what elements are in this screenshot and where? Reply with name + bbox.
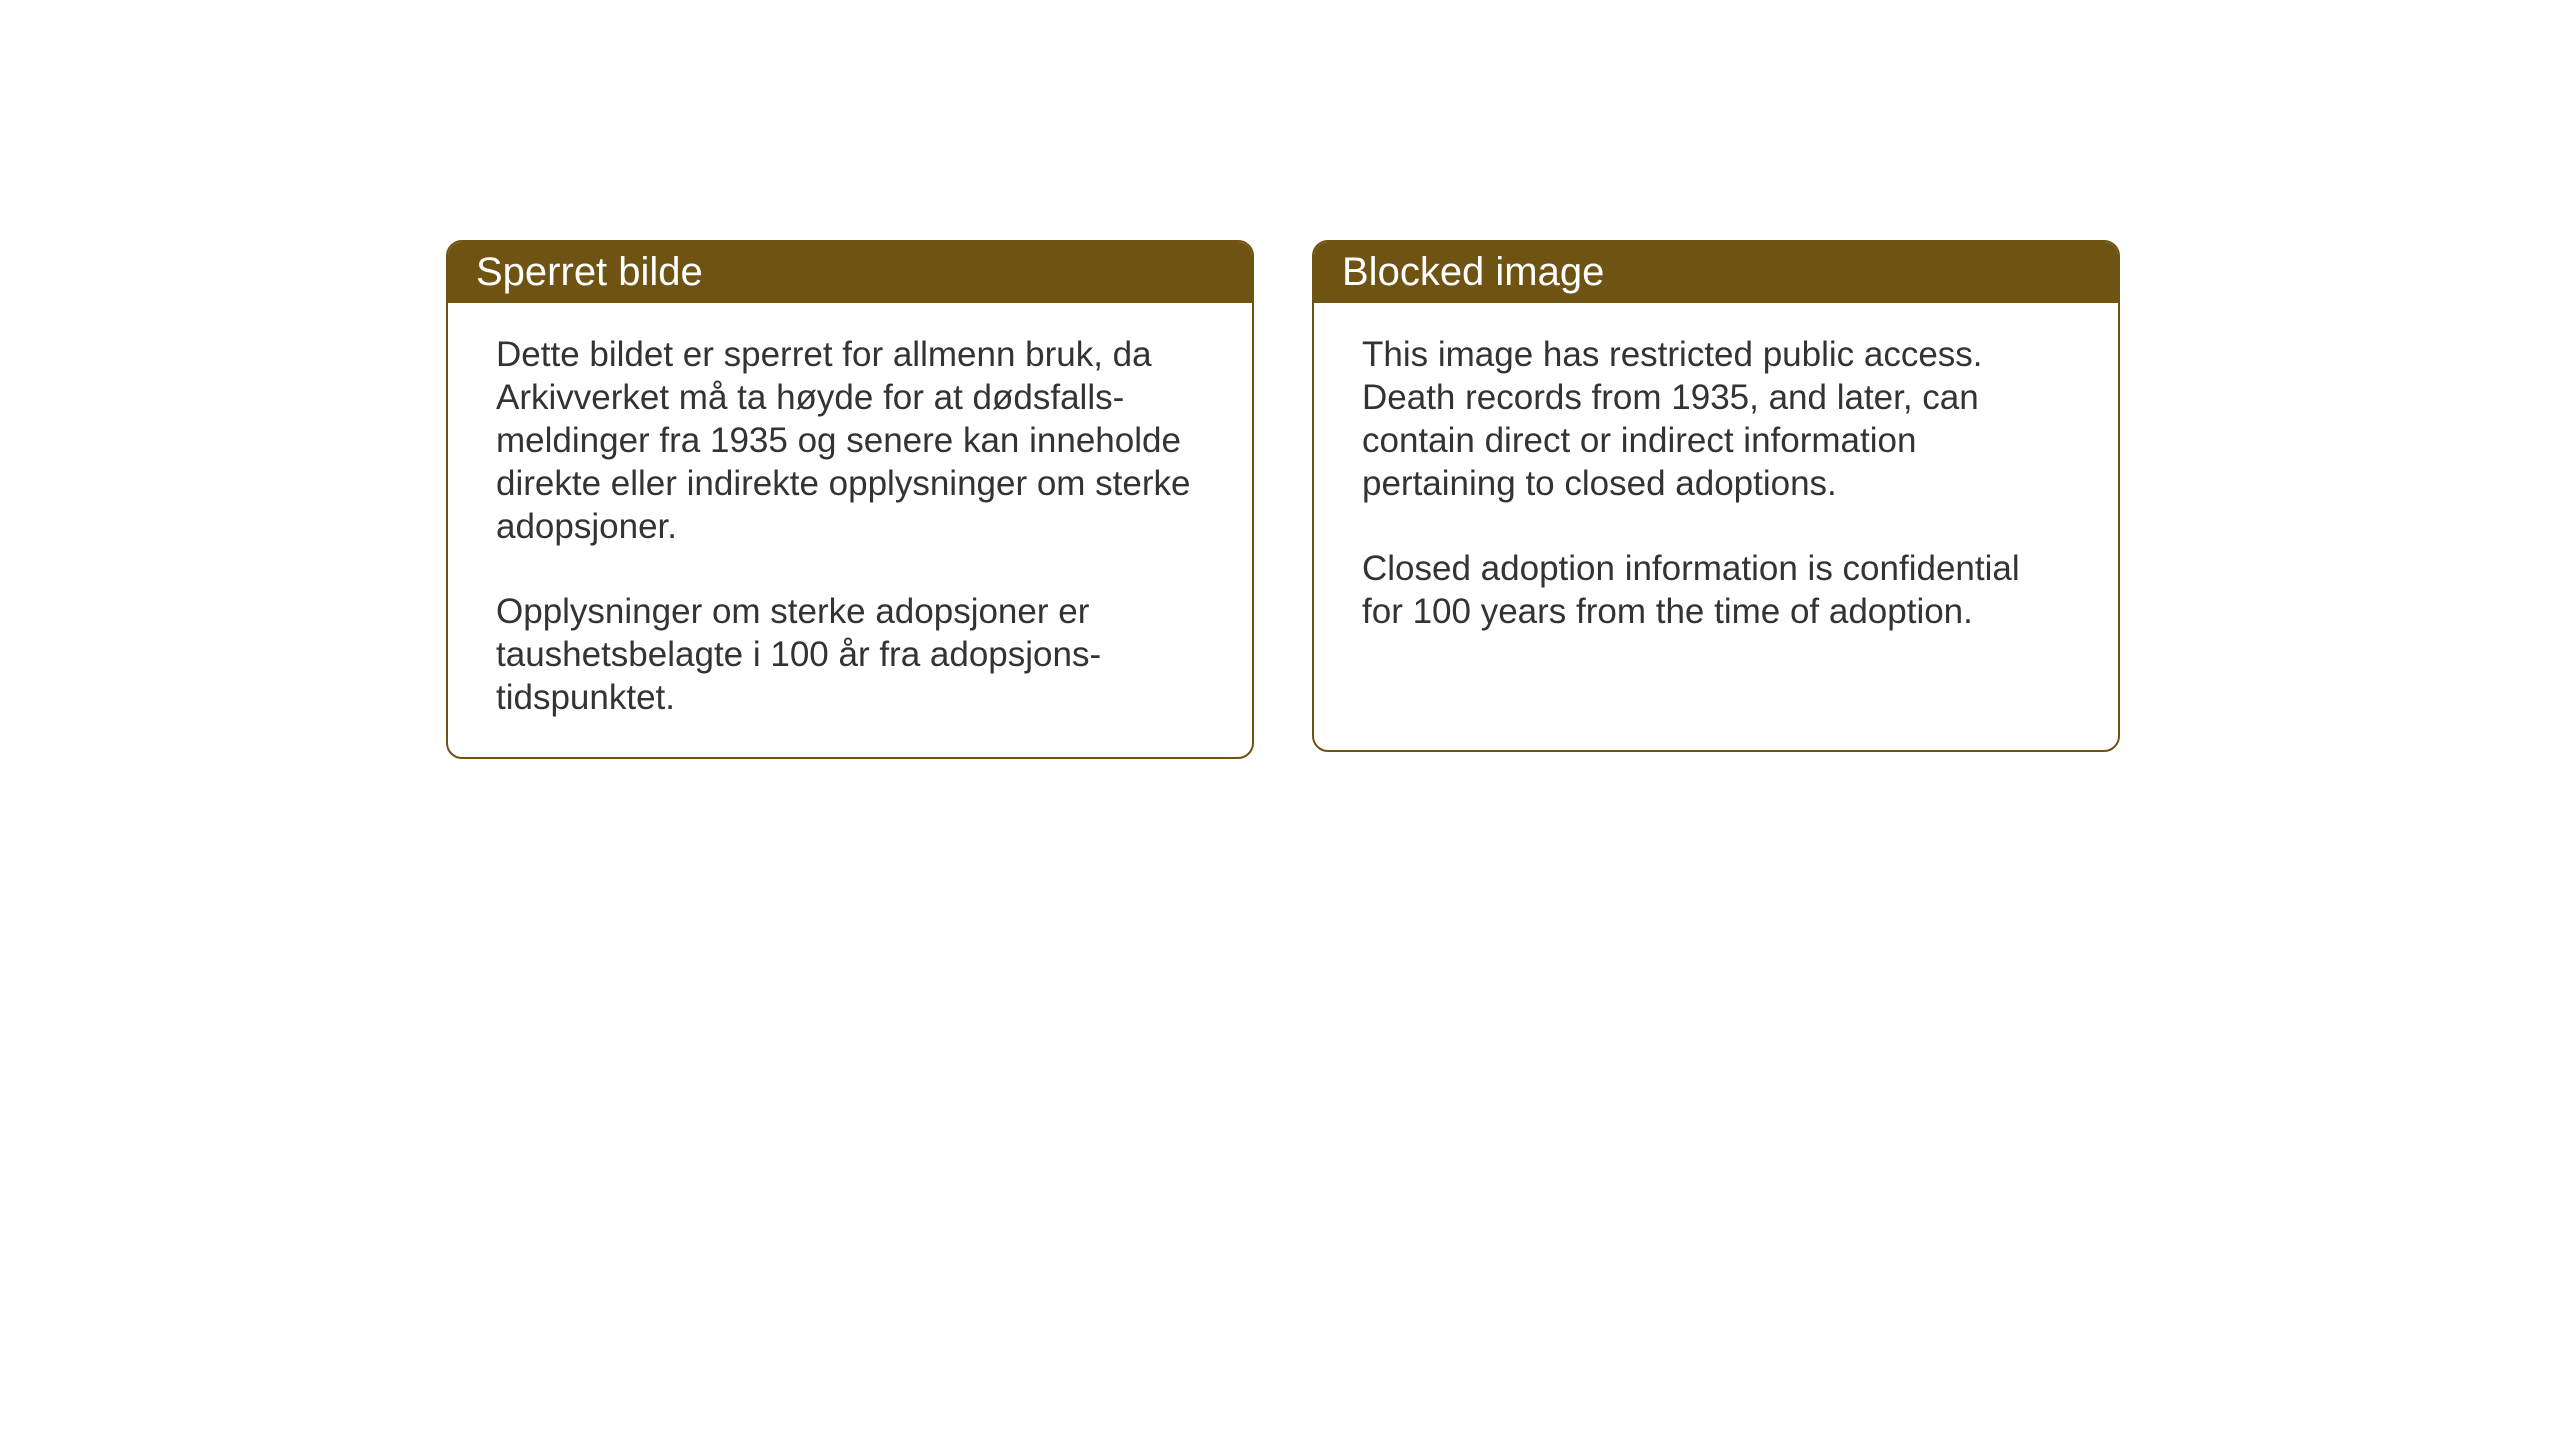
norwegian-paragraph-2: Opplysninger om sterke adopsjoner er tau… <box>496 590 1204 719</box>
english-card-title: Blocked image <box>1314 242 2118 303</box>
notice-container: Sperret bilde Dette bildet er sperret fo… <box>446 240 2120 759</box>
english-card-body: This image has restricted public access.… <box>1314 303 2118 671</box>
norwegian-card-title: Sperret bilde <box>448 242 1252 303</box>
norwegian-notice-card: Sperret bilde Dette bildet er sperret fo… <box>446 240 1254 759</box>
norwegian-paragraph-1: Dette bildet er sperret for allmenn bruk… <box>496 333 1204 548</box>
english-notice-card: Blocked image This image has restricted … <box>1312 240 2120 752</box>
english-paragraph-2: Closed adoption information is confident… <box>1362 547 2070 633</box>
english-paragraph-1: This image has restricted public access.… <box>1362 333 2070 505</box>
norwegian-card-body: Dette bildet er sperret for allmenn bruk… <box>448 303 1252 757</box>
